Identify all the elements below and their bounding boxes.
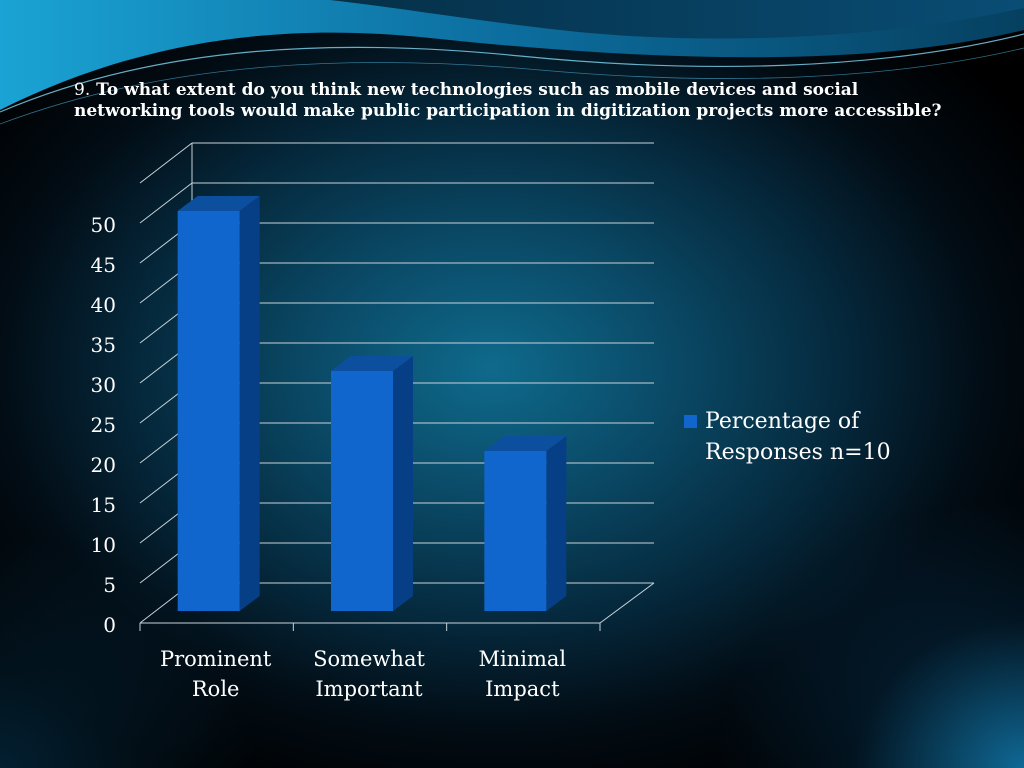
bar (484, 436, 567, 611)
bar-side-face (546, 436, 567, 611)
legend-swatch (684, 415, 697, 428)
chart-bars (177, 196, 567, 611)
bar-side-face (393, 356, 413, 611)
question-number: 9. (74, 80, 91, 100)
bar-top-face (331, 356, 413, 371)
y-tick-label: 40 (91, 293, 116, 317)
x-category-label: Minimal (479, 647, 567, 671)
y-tick-label: 30 (91, 373, 116, 397)
chart-legend: Percentage of Responses n=10 (684, 406, 905, 468)
y-tick-label: 25 (91, 413, 116, 437)
y-tick-label: 35 (91, 333, 116, 357)
x-category-label: Impact (485, 677, 560, 701)
y-tick-label: 0 (103, 613, 116, 637)
bar-side-face (239, 196, 260, 611)
y-tick-label: 5 (103, 573, 116, 597)
x-category-label: Important (315, 677, 423, 701)
bar-front-face (331, 371, 393, 611)
x-category-label: Role (192, 677, 240, 701)
x-axis-labels: Prominent Role Somewhat Important Minimal Imp… (160, 647, 566, 701)
bar (177, 196, 260, 611)
header-wave-decoration (0, 0, 1024, 125)
y-tick-label: 20 (91, 453, 116, 477)
y-tick-label: 45 (91, 253, 116, 277)
bar-top-face (484, 436, 567, 451)
bar (331, 356, 413, 611)
side-wall-gridline (139, 142, 193, 184)
y-tick-label: 15 (91, 493, 116, 517)
slide-title: 9. To what extent do you think new techn… (74, 80, 944, 122)
bar-front-face (177, 211, 240, 611)
bar-front-face (484, 451, 547, 611)
y-tick-label: 50 (91, 213, 116, 237)
y-tick-label: 10 (91, 533, 116, 557)
floor-right-edge (599, 582, 655, 624)
bar-top-face (177, 196, 260, 211)
side-wall-gridline (139, 182, 193, 224)
legend-label: Percentage of Responses n=10 (705, 409, 891, 465)
question-text: To what extent do you think new technolo… (74, 80, 942, 121)
y-axis-ticks: 0 5 10 15 20 25 30 35 40 45 50 (91, 213, 116, 637)
x-category-label: Somewhat (313, 647, 425, 671)
x-category-label: Prominent (160, 647, 272, 671)
